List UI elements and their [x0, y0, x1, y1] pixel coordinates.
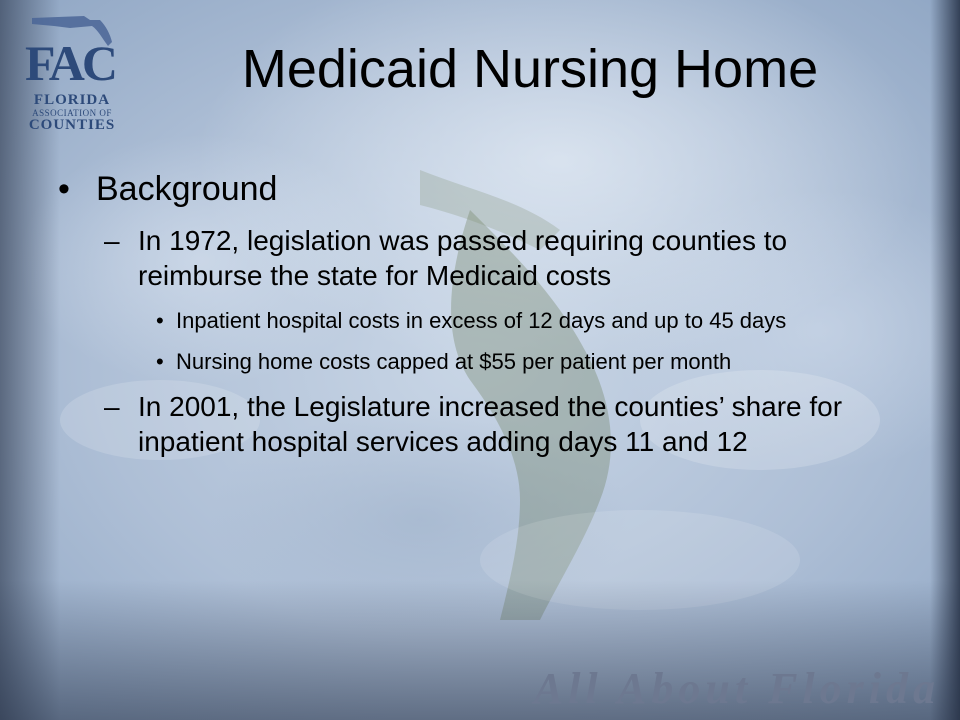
- logo-text-florida: FLORIDA: [33, 92, 111, 108]
- slide-body: • Background – In 1972, legislation was …: [58, 170, 908, 473]
- logo-text-counties: COUNTIES: [28, 117, 116, 133]
- bullet-marker: •: [156, 308, 164, 333]
- sub-bullet-2001: – In 2001, the Legislature increased the…: [104, 389, 908, 459]
- detail-bullet-text: Inpatient hospital costs in excess of 12…: [176, 308, 787, 333]
- logo-text-association: ASSOCIATION OF: [32, 108, 112, 118]
- logo-mark: FAC: [24, 35, 118, 91]
- bullet-background: • Background: [58, 170, 908, 209]
- fac-logo: FAC FLORIDA ASSOCIATION OF COUNTIES: [14, 8, 126, 133]
- sub-bullet-1972: – In 1972, legislation was passed requir…: [104, 223, 908, 293]
- florida-map-icon: [32, 16, 112, 46]
- detail-bullet-inpatient: • Inpatient hospital costs in excess of …: [156, 307, 908, 334]
- sub-bullet-text: In 2001, the Legislature increased the c…: [138, 391, 843, 457]
- footer-tagline: All About Florida: [533, 664, 940, 713]
- bullet-marker: •: [58, 170, 70, 208]
- dash-marker: –: [104, 225, 120, 256]
- detail-bullet-nursing-home: • Nursing home costs capped at $55 per p…: [156, 348, 908, 375]
- detail-bullet-text: Nursing home costs capped at $55 per pat…: [176, 349, 732, 374]
- bullet-marker: •: [156, 349, 164, 374]
- dash-marker: –: [104, 391, 120, 422]
- bullet-text: Background: [96, 170, 278, 208]
- sub-bullet-text: In 1972, legislation was passed requirin…: [138, 225, 788, 291]
- slide-title: Medicaid Nursing Home: [241, 39, 819, 99]
- right-edge-shade: [930, 0, 960, 720]
